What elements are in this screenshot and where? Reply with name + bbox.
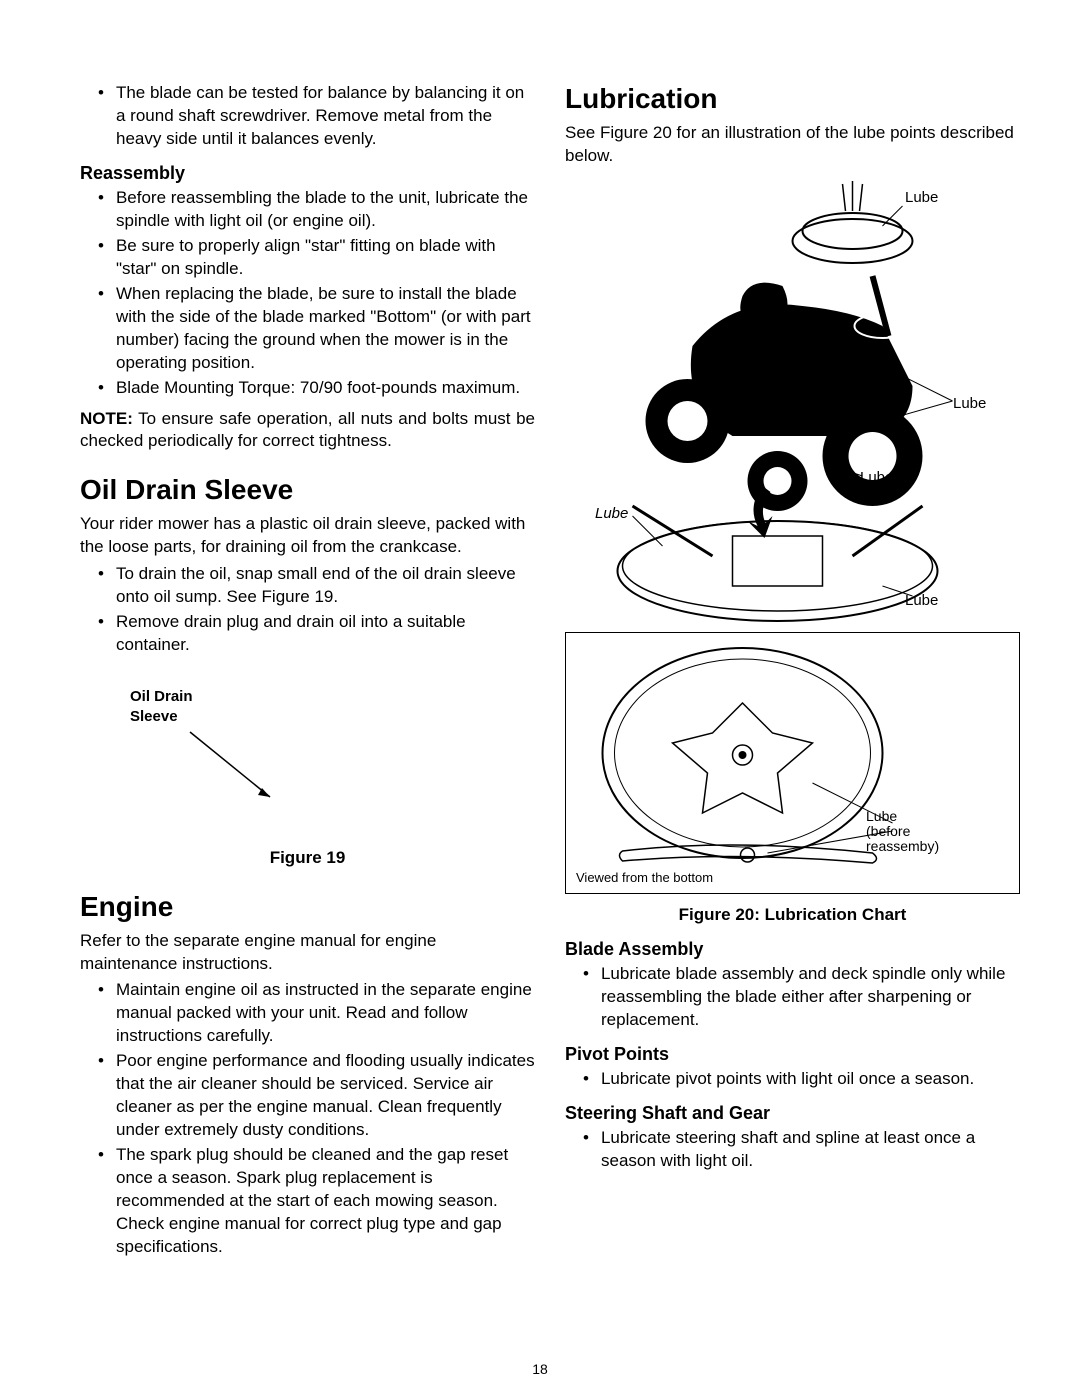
list-item: The spark plug should be cleaned and the… [80,1144,535,1259]
note-label: NOTE: [80,409,133,428]
figure-19-caption: Figure 19 [80,847,535,870]
list-item: Be sure to properly align "star" fitting… [80,235,535,281]
viewed-from-bottom: Viewed from the bottom [576,869,713,887]
steering-list: Lubricate steering shaft and spline at l… [565,1127,1020,1173]
note-text: To ensure safe operation, all nuts and b… [80,409,535,451]
lube-label-deck-left: Lube [595,504,628,524]
blade-balance-list: The blade can be tested for balance by b… [80,82,535,151]
list-item: Maintain engine oil as instructed in the… [80,979,535,1048]
list-item: To drain the oil, snap small end of the … [80,563,535,609]
list-item: When replacing the blade, be sure to ins… [80,283,535,375]
lube-blade-l3: reassemby) [866,838,939,854]
blade-assembly-list: Lubricate blade assembly and deck spindl… [565,963,1020,1032]
lubrication-heading: Lubrication [565,80,1020,118]
lube-label-wheel: Lube [860,468,893,488]
mower-illustration-icon [565,176,1020,626]
reassembly-list: Before reassembling the blade to the uni… [80,187,535,399]
steering-heading: Steering Shaft and Gear [565,1101,1020,1125]
list-item: Poor engine performance and flooding usu… [80,1050,535,1142]
list-item: Lubricate blade assembly and deck spindl… [565,963,1020,1032]
lube-blade-l1: Lube [866,808,897,824]
left-column: The blade can be tested for balance by b… [80,80,535,1267]
lube-label-top: Lube [905,188,938,208]
figure-20-top: Lube Lube Lube Lube Lube [565,176,1020,626]
lube-blade-l2: (before [866,823,910,839]
engine-heading: Engine [80,888,535,926]
deck-bottom-illustration-icon [566,633,1019,893]
page-number: 18 [0,1361,1080,1377]
list-item: Before reassembling the blade to the uni… [80,187,535,233]
manual-page: The blade can be tested for balance by b… [0,0,1080,1307]
figure-20-bottom: Lube (before reassemby) Viewed from the … [565,632,1020,894]
oil-drain-text: Your rider mower has a plastic oil drain… [80,513,535,559]
list-item: Blade Mounting Torque: 70/90 foot-pounds… [80,377,535,400]
pivot-points-list: Lubricate pivot points with light oil on… [565,1068,1020,1091]
list-item: Lubricate pivot points with light oil on… [565,1068,1020,1091]
blade-assembly-heading: Blade Assembly [565,937,1020,961]
engine-text: Refer to the separate engine manual for … [80,930,535,976]
lube-label-mid: Lube [953,394,986,414]
note-paragraph: NOTE: To ensure safe operation, all nuts… [80,408,535,454]
pivot-points-heading: Pivot Points [565,1042,1020,1066]
figure-20-caption: Figure 20: Lubrication Chart [565,904,1020,927]
figure-20: Lube Lube Lube Lube Lube [565,176,1020,894]
oil-drain-heading: Oil Drain Sleeve [80,471,535,509]
list-item: Lubricate steering shaft and spline at l… [565,1127,1020,1173]
right-column: Lubrication See Figure 20 for an illustr… [565,80,1020,1267]
oil-drain-list: To drain the oil, snap small end of the … [80,563,535,657]
list-item: Remove drain plug and drain oil into a s… [80,611,535,657]
list-item: The blade can be tested for balance by b… [80,82,535,151]
arrow-icon [140,677,360,827]
figure-19: Oil Drain Sleeve [80,677,535,837]
lube-label-blade: Lube (before reassemby) [866,809,939,855]
lubrication-text: See Figure 20 for an illustration of the… [565,122,1020,168]
lube-label-deck-right: Lube [905,591,938,611]
reassembly-heading: Reassembly [80,161,535,185]
engine-list: Maintain engine oil as instructed in the… [80,979,535,1258]
